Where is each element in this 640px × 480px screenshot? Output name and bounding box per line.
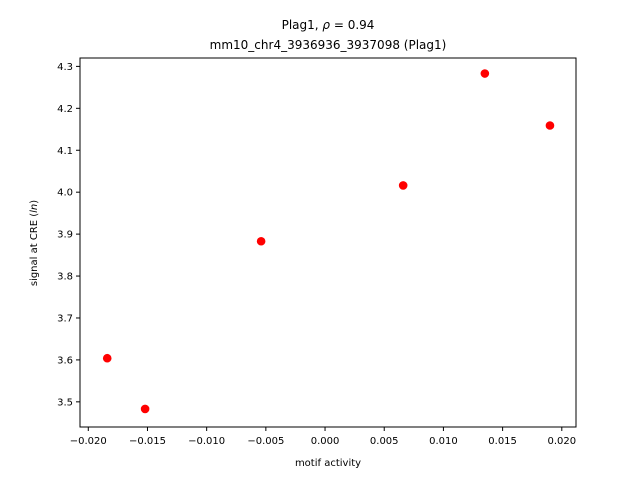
x-tick-label: −0.005: [247, 436, 284, 447]
y-tick-label: 4.2: [57, 104, 73, 115]
data-points: [102, 69, 555, 414]
scatter-point: [256, 236, 266, 246]
y-tick-label: 3.6: [57, 355, 73, 366]
chart-title-line1: Plag1, ρ = 0.94: [282, 18, 375, 32]
scatter-point: [545, 121, 555, 130]
scatter-point: [140, 404, 150, 414]
x-tick-label: 0.020: [547, 436, 576, 447]
plot-area: [79, 57, 577, 428]
plot-frame: [79, 57, 577, 428]
y-tick-label: 4.3: [57, 62, 73, 73]
x-axis-label: motif activity: [295, 458, 361, 469]
y-tick-label: 4.0: [57, 188, 73, 199]
scatter-point: [398, 181, 408, 190]
y-axis-label: signal at CRE (ln): [29, 200, 40, 286]
scatter-point: [102, 353, 112, 363]
y-tick-label: 3.9: [57, 230, 73, 241]
x-tick-label: −0.020: [70, 436, 107, 447]
x-axis-ticks: −0.020 −0.015 −0.010 −0.005 0.000 0.005 0.010 0…: [70, 427, 576, 447]
chart-title-line2: mm10_chr4_3936936_3937098 (Plag1): [210, 38, 447, 52]
x-tick-label: 0.005: [370, 436, 399, 447]
x-tick-label: 0.015: [488, 436, 517, 447]
scatter-point: [480, 69, 490, 78]
x-tick-label: 0.010: [429, 436, 458, 447]
y-axis-ticks: 3.5 3.6 3.7 3.8 3.9 4.0 4.1 4.2 4.3: [57, 62, 80, 408]
y-tick-label: 3.5: [57, 397, 73, 408]
y-tick-label: 3.8: [57, 272, 73, 283]
y-tick-label: 4.1: [57, 146, 73, 157]
x-tick-label: −0.010: [188, 436, 225, 447]
y-tick-label: 3.7: [57, 313, 73, 324]
x-tick-label: 0.000: [311, 436, 340, 447]
x-tick-label: −0.015: [129, 436, 166, 447]
